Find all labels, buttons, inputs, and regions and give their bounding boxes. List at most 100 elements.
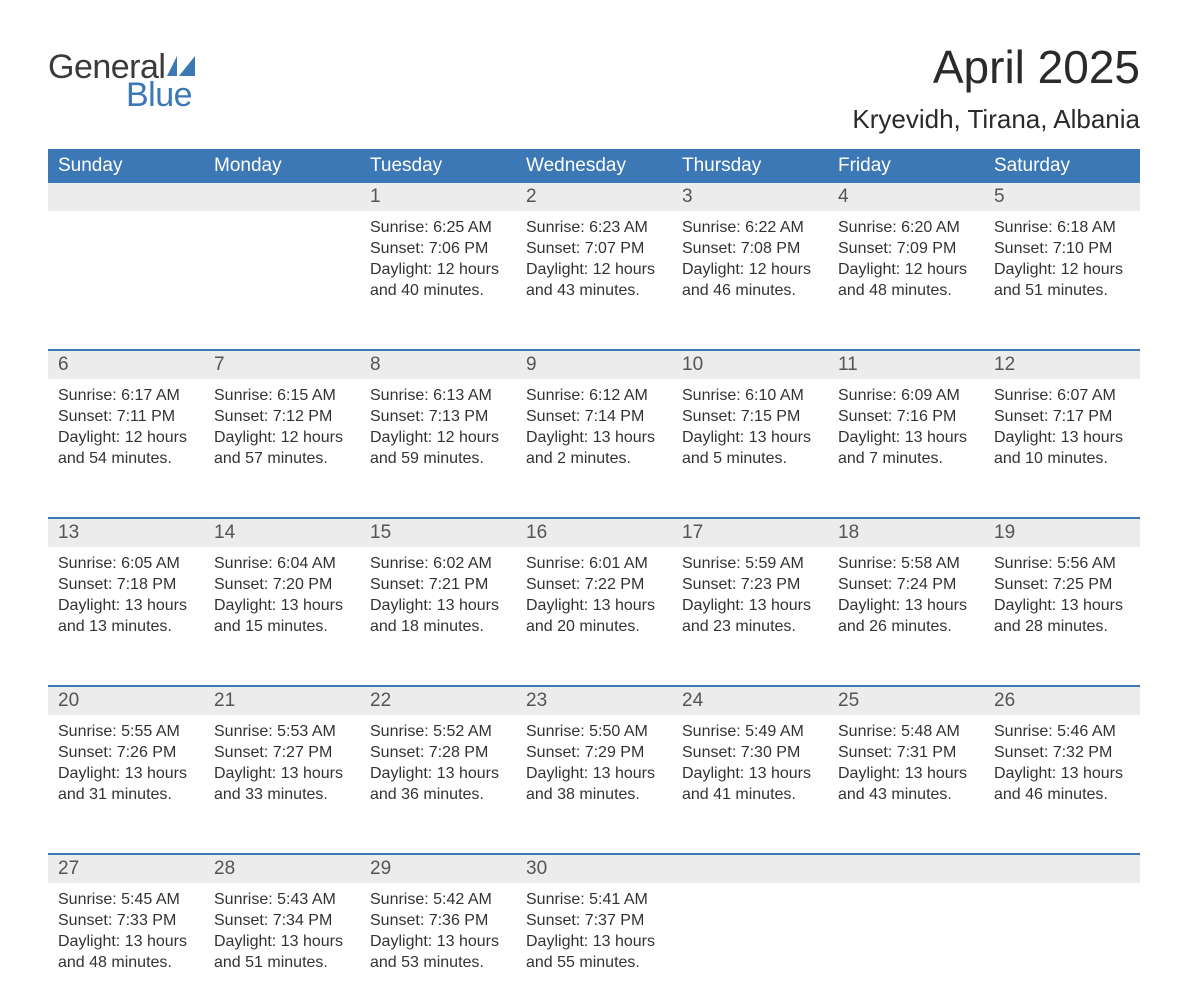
day-number: 1 xyxy=(360,183,516,211)
calendar-day: Sunrise: 5:53 AMSunset: 7:27 PMDaylight:… xyxy=(204,715,360,835)
daylight-text: Daylight: 12 hours and 51 minutes. xyxy=(994,259,1130,301)
month-title: April 2025 xyxy=(852,40,1140,94)
sunset-text: Sunset: 7:06 PM xyxy=(370,238,506,259)
daylight-text: Daylight: 12 hours and 54 minutes. xyxy=(58,427,194,469)
daylight-text: Daylight: 13 hours and 31 minutes. xyxy=(58,763,194,805)
daylight-text: Daylight: 13 hours and 53 minutes. xyxy=(370,931,506,973)
sunset-text: Sunset: 7:34 PM xyxy=(214,910,350,931)
sunset-text: Sunset: 7:20 PM xyxy=(214,574,350,595)
calendar-day: Sunrise: 5:49 AMSunset: 7:30 PMDaylight:… xyxy=(672,715,828,835)
day-number: 25 xyxy=(828,687,984,715)
sunrise-text: Sunrise: 6:23 AM xyxy=(526,217,662,238)
sunrise-text: Sunrise: 6:10 AM xyxy=(682,385,818,406)
day-number: 3 xyxy=(672,183,828,211)
day-number: 5 xyxy=(984,183,1140,211)
calendar-day: Sunrise: 5:56 AMSunset: 7:25 PMDaylight:… xyxy=(984,547,1140,667)
day-number: 28 xyxy=(204,855,360,883)
logo: General Blue xyxy=(48,40,201,112)
calendar-day: Sunrise: 6:15 AMSunset: 7:12 PMDaylight:… xyxy=(204,379,360,499)
sunrise-text: Sunrise: 5:48 AM xyxy=(838,721,974,742)
day-number xyxy=(48,183,204,211)
sunrise-text: Sunrise: 5:45 AM xyxy=(58,889,194,910)
daylight-text: Daylight: 13 hours and 13 minutes. xyxy=(58,595,194,637)
sunset-text: Sunset: 7:32 PM xyxy=(994,742,1130,763)
sunrise-text: Sunrise: 5:56 AM xyxy=(994,553,1130,574)
day-number: 20 xyxy=(48,687,204,715)
sunset-text: Sunset: 7:30 PM xyxy=(682,742,818,763)
daylight-text: Daylight: 13 hours and 26 minutes. xyxy=(838,595,974,637)
sunrise-text: Sunrise: 5:50 AM xyxy=(526,721,662,742)
sunset-text: Sunset: 7:33 PM xyxy=(58,910,194,931)
sunset-text: Sunset: 7:12 PM xyxy=(214,406,350,427)
calendar-day xyxy=(828,883,984,1003)
daylight-text: Daylight: 12 hours and 48 minutes. xyxy=(838,259,974,301)
daylight-text: Daylight: 13 hours and 41 minutes. xyxy=(682,763,818,805)
day-number: 17 xyxy=(672,519,828,547)
calendar-day: Sunrise: 6:02 AMSunset: 7:21 PMDaylight:… xyxy=(360,547,516,667)
calendar-day: Sunrise: 5:52 AMSunset: 7:28 PMDaylight:… xyxy=(360,715,516,835)
sunrise-text: Sunrise: 6:18 AM xyxy=(994,217,1130,238)
sunrise-text: Sunrise: 5:49 AM xyxy=(682,721,818,742)
sunrise-text: Sunrise: 6:22 AM xyxy=(682,217,818,238)
sunrise-text: Sunrise: 6:04 AM xyxy=(214,553,350,574)
daylight-text: Daylight: 13 hours and 2 minutes. xyxy=(526,427,662,469)
sunrise-text: Sunrise: 6:20 AM xyxy=(838,217,974,238)
sunset-text: Sunset: 7:24 PM xyxy=(838,574,974,595)
day-number: 6 xyxy=(48,351,204,379)
sunset-text: Sunset: 7:21 PM xyxy=(370,574,506,595)
sunrise-text: Sunrise: 6:01 AM xyxy=(526,553,662,574)
day-number xyxy=(984,855,1140,883)
sunset-text: Sunset: 7:16 PM xyxy=(838,406,974,427)
sunrise-text: Sunrise: 6:07 AM xyxy=(994,385,1130,406)
day-number: 7 xyxy=(204,351,360,379)
calendar-day xyxy=(48,211,204,331)
sunset-text: Sunset: 7:11 PM xyxy=(58,406,194,427)
day-number: 27 xyxy=(48,855,204,883)
calendar-day: Sunrise: 5:55 AMSunset: 7:26 PMDaylight:… xyxy=(48,715,204,835)
daylight-text: Daylight: 12 hours and 59 minutes. xyxy=(370,427,506,469)
weekday-header: Sunday xyxy=(48,149,204,183)
sunrise-text: Sunrise: 6:25 AM xyxy=(370,217,506,238)
calendar-day: Sunrise: 6:09 AMSunset: 7:16 PMDaylight:… xyxy=(828,379,984,499)
weekday-header: Friday xyxy=(828,149,984,183)
daylight-text: Daylight: 13 hours and 7 minutes. xyxy=(838,427,974,469)
calendar-day xyxy=(672,883,828,1003)
daylight-text: Daylight: 13 hours and 38 minutes. xyxy=(526,763,662,805)
sunrise-text: Sunrise: 6:12 AM xyxy=(526,385,662,406)
calendar-day: Sunrise: 6:23 AMSunset: 7:07 PMDaylight:… xyxy=(516,211,672,331)
day-number: 29 xyxy=(360,855,516,883)
sunrise-text: Sunrise: 5:42 AM xyxy=(370,889,506,910)
daylight-text: Daylight: 13 hours and 55 minutes. xyxy=(526,931,662,973)
daylight-text: Daylight: 13 hours and 43 minutes. xyxy=(838,763,974,805)
daylight-text: Daylight: 12 hours and 46 minutes. xyxy=(682,259,818,301)
logo-text-2: Blue xyxy=(126,78,201,112)
daylight-text: Daylight: 13 hours and 28 minutes. xyxy=(994,595,1130,637)
sunset-text: Sunset: 7:37 PM xyxy=(526,910,662,931)
daylight-text: Daylight: 13 hours and 10 minutes. xyxy=(994,427,1130,469)
daylight-text: Daylight: 13 hours and 20 minutes. xyxy=(526,595,662,637)
daylight-text: Daylight: 13 hours and 48 minutes. xyxy=(58,931,194,973)
daylight-text: Daylight: 13 hours and 18 minutes. xyxy=(370,595,506,637)
location: Kryevidh, Tirana, Albania xyxy=(852,104,1140,135)
daylight-text: Daylight: 13 hours and 36 minutes. xyxy=(370,763,506,805)
day-number xyxy=(204,183,360,211)
weekday-header: Monday xyxy=(204,149,360,183)
day-number: 10 xyxy=(672,351,828,379)
calendar-day: Sunrise: 6:05 AMSunset: 7:18 PMDaylight:… xyxy=(48,547,204,667)
calendar-day: Sunrise: 6:04 AMSunset: 7:20 PMDaylight:… xyxy=(204,547,360,667)
sunrise-text: Sunrise: 6:05 AM xyxy=(58,553,194,574)
weekday-header: Thursday xyxy=(672,149,828,183)
sunset-text: Sunset: 7:36 PM xyxy=(370,910,506,931)
daylight-text: Daylight: 12 hours and 57 minutes. xyxy=(214,427,350,469)
sunset-text: Sunset: 7:18 PM xyxy=(58,574,194,595)
day-number: 2 xyxy=(516,183,672,211)
sunrise-text: Sunrise: 6:17 AM xyxy=(58,385,194,406)
calendar-day: Sunrise: 6:20 AMSunset: 7:09 PMDaylight:… xyxy=(828,211,984,331)
sunrise-text: Sunrise: 5:59 AM xyxy=(682,553,818,574)
day-number: 13 xyxy=(48,519,204,547)
daylight-text: Daylight: 13 hours and 46 minutes. xyxy=(994,763,1130,805)
day-number: 4 xyxy=(828,183,984,211)
day-number: 9 xyxy=(516,351,672,379)
daynum-row: 27282930 xyxy=(48,855,1140,883)
sunrise-text: Sunrise: 6:09 AM xyxy=(838,385,974,406)
